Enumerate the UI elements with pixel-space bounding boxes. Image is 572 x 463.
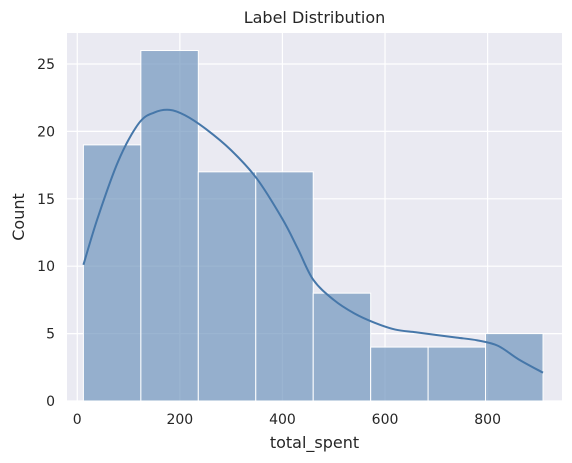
y-tick-label: 15 — [37, 192, 55, 208]
y-tick-labels: 0 5 10 15 20 25 — [37, 57, 55, 410]
x-axis-label: total_spent — [270, 433, 359, 453]
x-tick-label: 400 — [269, 412, 296, 428]
histogram-bar — [140, 50, 199, 402]
histogram-bar — [312, 292, 372, 402]
y-tick-label: 25 — [37, 57, 55, 73]
histogram-bar — [255, 171, 314, 402]
x-tick-label: 800 — [474, 412, 501, 428]
histogram-bar — [427, 346, 487, 402]
x-tick-label: 200 — [166, 412, 193, 428]
y-tick-label: 0 — [46, 394, 55, 410]
histogram-bar — [197, 171, 257, 402]
y-tick-label: 5 — [46, 327, 55, 343]
y-tick-label: 10 — [37, 259, 55, 275]
histogram-bar — [82, 144, 142, 402]
y-tick-label: 20 — [37, 124, 55, 140]
x-tick-label: 0 — [73, 412, 82, 428]
histogram-bar — [370, 346, 429, 402]
kde-curve — [82, 108, 544, 374]
chart-title: Label Distribution — [244, 8, 386, 27]
x-tick-labels: 0 200 400 600 800 — [73, 412, 501, 428]
x-tick-label: 600 — [372, 412, 399, 428]
y-axis-label: Count — [9, 193, 28, 241]
